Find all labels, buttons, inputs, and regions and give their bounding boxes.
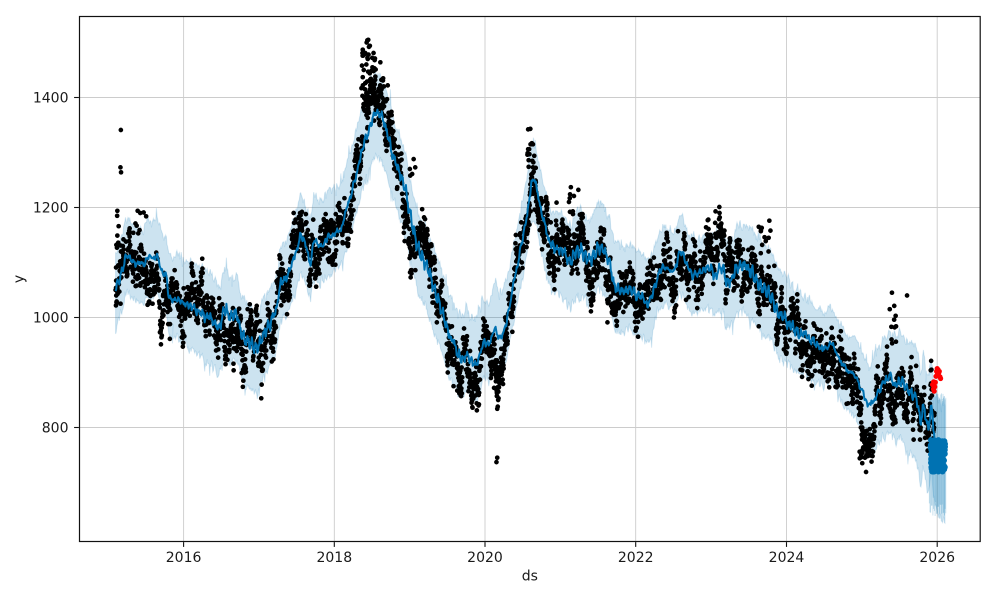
x-axis: 2016 2018 2020 2022 2024 2026 ds (166, 542, 955, 585)
x-axis-label: ds (522, 569, 538, 585)
x-tick-label: 2018 (316, 550, 352, 566)
x-tick-label: 2020 (467, 550, 503, 566)
y-tick-label: 1000 (33, 311, 69, 327)
x-tick-label: 2022 (618, 550, 654, 566)
y-tick-label: 1200 (33, 201, 69, 217)
y-tick-label: 1400 (33, 91, 69, 107)
y-tick-label: 800 (42, 421, 69, 437)
forecast-points (927, 437, 948, 475)
forecast-line (114, 108, 936, 440)
y-axis: 800 1000 1200 1400 y (12, 91, 79, 437)
anomaly-points (930, 365, 944, 394)
x-tick-label: 2026 (919, 550, 955, 566)
observed-points (113, 37, 937, 475)
x-tick-label: 2016 (166, 550, 202, 566)
y-axis-label: y (12, 275, 28, 283)
uncertainty-band (115, 70, 946, 525)
x-tick-label: 2024 (769, 550, 805, 566)
plot-border (78, 15, 981, 543)
